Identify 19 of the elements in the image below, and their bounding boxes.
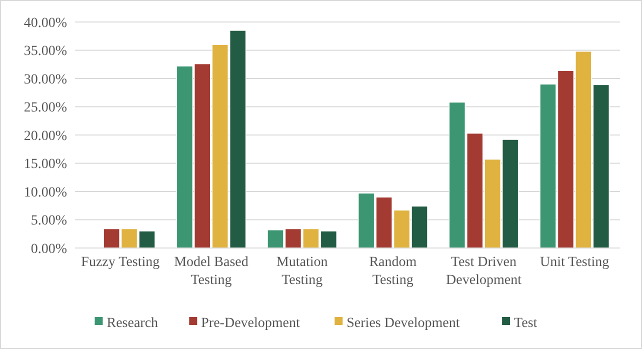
y-tick-label: 5.00%: [30, 214, 68, 229]
x-tick-label: Mutation Testing: [276, 255, 328, 288]
x-tick-label: Model Based Testing: [174, 255, 248, 288]
x-tick-label: Unit Testing: [540, 255, 610, 270]
legend-label: Test: [514, 316, 538, 331]
legend-label: Series Development: [346, 316, 460, 331]
y-tick-label: 25.00%: [24, 100, 68, 116]
legend-label: Research: [106, 316, 158, 331]
y-tick-label: 30.00%: [24, 72, 68, 88]
x-tick-label: Random Testing: [369, 255, 417, 288]
x-tick-label: Test Driven Development: [446, 255, 522, 288]
legend-label: Pre-Development: [201, 316, 300, 331]
x-tick-label: Fuzzy Testing: [81, 255, 160, 270]
y-tick-label: 20.00%: [24, 128, 68, 144]
y-tick-label: 10.00%: [24, 185, 68, 200]
y-tick-label: 15.00%: [24, 157, 68, 172]
y-tick-label: 40.00%: [24, 16, 68, 31]
y-tick-label: 35.00%: [24, 44, 68, 60]
y-tick-label: 0.00%: [30, 242, 68, 257]
